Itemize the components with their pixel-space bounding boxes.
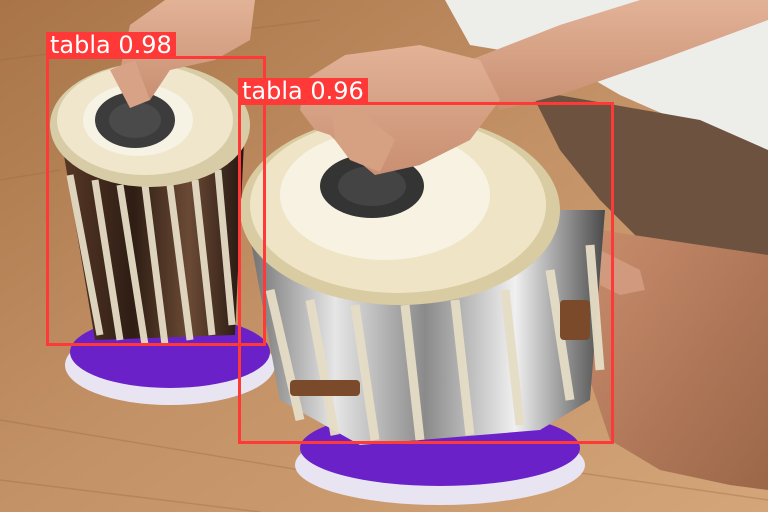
small-drum-straps bbox=[66, 169, 236, 346]
detection-box-tabla-2 bbox=[238, 102, 614, 444]
detection-confidence-1: 0.98 bbox=[118, 31, 172, 59]
small-drum-syahi-inner bbox=[109, 102, 161, 138]
detection-class-2: tabla bbox=[242, 77, 303, 105]
detection-label-tabla-2: tabla 0.96 bbox=[238, 78, 368, 104]
right-hand-fingers bbox=[330, 100, 395, 172]
upper-arm bbox=[470, 0, 768, 110]
detection-label-tabla-1: tabla 0.98 bbox=[46, 32, 176, 58]
left-hand bbox=[120, 0, 255, 100]
left-hand-fingers bbox=[110, 60, 150, 108]
brown-shorts bbox=[530, 90, 768, 260]
crossed-leg bbox=[590, 230, 768, 490]
detection-class-1: tabla bbox=[50, 31, 111, 59]
detection-confidence-2: 0.96 bbox=[310, 77, 364, 105]
big-drum-wood-blocks bbox=[290, 300, 590, 396]
big-drum-syahi-inner bbox=[338, 166, 406, 206]
detection-box-tabla-1 bbox=[46, 56, 266, 346]
